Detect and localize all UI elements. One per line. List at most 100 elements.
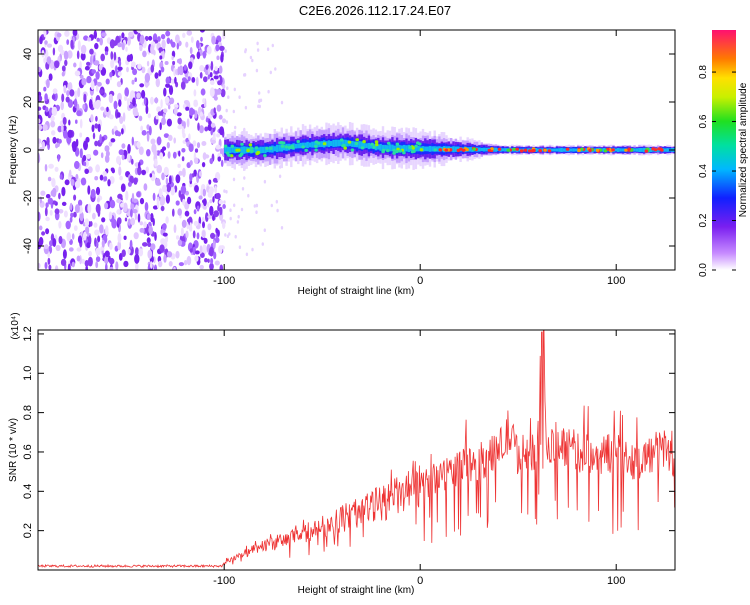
noise-blob bbox=[51, 94, 56, 100]
noise-blob bbox=[193, 157, 199, 164]
noise-blob bbox=[61, 124, 64, 133]
faint-blob bbox=[251, 247, 254, 252]
noise-blob bbox=[46, 56, 52, 65]
noise-blob bbox=[214, 185, 218, 194]
noise-blob bbox=[207, 214, 213, 219]
noise-blob bbox=[197, 122, 200, 131]
signal-core-blob bbox=[417, 142, 422, 146]
noise-blob bbox=[121, 42, 125, 51]
signal-band-cell bbox=[400, 145, 403, 151]
noise-blob bbox=[79, 118, 83, 129]
noise-blob bbox=[109, 114, 114, 120]
faint-blob bbox=[255, 203, 258, 208]
noise-blob bbox=[141, 169, 147, 176]
signal-band-cell bbox=[633, 148, 636, 152]
faint-blob bbox=[275, 199, 278, 204]
noise-blob bbox=[200, 252, 205, 258]
noise-blob bbox=[104, 51, 109, 56]
noise-blob bbox=[182, 32, 186, 38]
noise-blob bbox=[147, 113, 151, 119]
signal-core-blob bbox=[490, 147, 494, 151]
noise-blob bbox=[38, 262, 41, 269]
noise-blob bbox=[135, 247, 139, 256]
noise-blob bbox=[189, 107, 194, 116]
noise-blob bbox=[48, 264, 52, 270]
noise-blob bbox=[51, 106, 58, 117]
noise-blob bbox=[156, 136, 162, 146]
faint-blob bbox=[274, 67, 277, 71]
noise-blob bbox=[136, 191, 141, 198]
faint-blob bbox=[223, 189, 226, 193]
noise-blob bbox=[190, 36, 194, 43]
faint-blob bbox=[255, 210, 258, 214]
noise-blob bbox=[73, 211, 77, 218]
faint-blob bbox=[238, 245, 242, 249]
noise-blob bbox=[67, 263, 71, 270]
noise-blob bbox=[87, 203, 92, 214]
noise-blob bbox=[153, 264, 158, 270]
signal-band-cell bbox=[226, 146, 229, 154]
noise-blob bbox=[38, 142, 41, 148]
noise-blob bbox=[75, 119, 78, 124]
signal-core-blob bbox=[580, 147, 584, 151]
signal-band-cell bbox=[381, 144, 385, 151]
noise-blob bbox=[150, 44, 155, 55]
noise-blob bbox=[150, 243, 156, 251]
noise-blob bbox=[38, 106, 42, 111]
noise-blob bbox=[213, 95, 218, 101]
noise-blob bbox=[64, 59, 68, 67]
noise-blob bbox=[45, 194, 51, 199]
noise-blob bbox=[193, 101, 199, 107]
noise-blob bbox=[132, 68, 138, 76]
signal-core-blob bbox=[611, 148, 615, 152]
noise-blob bbox=[189, 248, 193, 253]
signal-band-cell bbox=[275, 144, 279, 153]
signal-core-blob bbox=[263, 154, 267, 158]
signal-band-cell bbox=[518, 148, 521, 152]
signal-band-cell bbox=[384, 144, 387, 151]
noise-blob bbox=[212, 240, 216, 249]
noise-blob bbox=[63, 210, 68, 218]
noise-blob bbox=[68, 247, 74, 252]
signal-band-cell bbox=[478, 147, 481, 152]
noise-blob bbox=[102, 170, 107, 177]
faint-blob bbox=[238, 95, 241, 99]
noise-blob bbox=[178, 58, 182, 65]
colorbar-tick-label: 0.2 bbox=[698, 213, 709, 227]
signal-band-cell bbox=[254, 146, 258, 154]
faint-blob bbox=[271, 43, 274, 48]
noise-blob bbox=[187, 76, 191, 82]
noise-blob bbox=[91, 124, 95, 133]
noise-blob bbox=[85, 154, 92, 159]
noise-blob bbox=[85, 136, 90, 143]
noise-blob bbox=[117, 71, 122, 77]
noise-blob bbox=[202, 98, 206, 104]
noise-blob bbox=[87, 256, 93, 267]
noise-blob bbox=[174, 76, 177, 84]
faint-blob bbox=[276, 208, 279, 213]
noise-blob bbox=[131, 61, 136, 68]
noise-blob bbox=[176, 235, 180, 240]
signal-band-cell bbox=[511, 148, 514, 152]
signal-band-cell bbox=[313, 141, 316, 148]
noise-blob bbox=[137, 63, 142, 70]
noise-blob bbox=[209, 72, 213, 78]
noise-blob bbox=[136, 30, 143, 33]
noise-blob bbox=[70, 212, 74, 218]
noise-blob bbox=[142, 242, 148, 247]
noise-blob bbox=[100, 106, 105, 111]
noise-blob bbox=[66, 39, 70, 45]
signal-core-blob bbox=[381, 148, 386, 152]
noise-blob bbox=[127, 248, 131, 254]
noise-blob bbox=[137, 213, 141, 223]
noise-blob bbox=[203, 76, 208, 83]
noise-blob bbox=[172, 208, 175, 217]
noise-blob bbox=[218, 245, 223, 254]
noise-blob bbox=[177, 66, 180, 76]
faint-blob bbox=[270, 203, 273, 208]
noise-blob bbox=[152, 192, 156, 201]
signal-core-blob bbox=[577, 148, 581, 153]
signal-core-blob bbox=[314, 144, 318, 148]
noise-blob bbox=[45, 216, 50, 222]
noise-blob bbox=[199, 125, 204, 134]
